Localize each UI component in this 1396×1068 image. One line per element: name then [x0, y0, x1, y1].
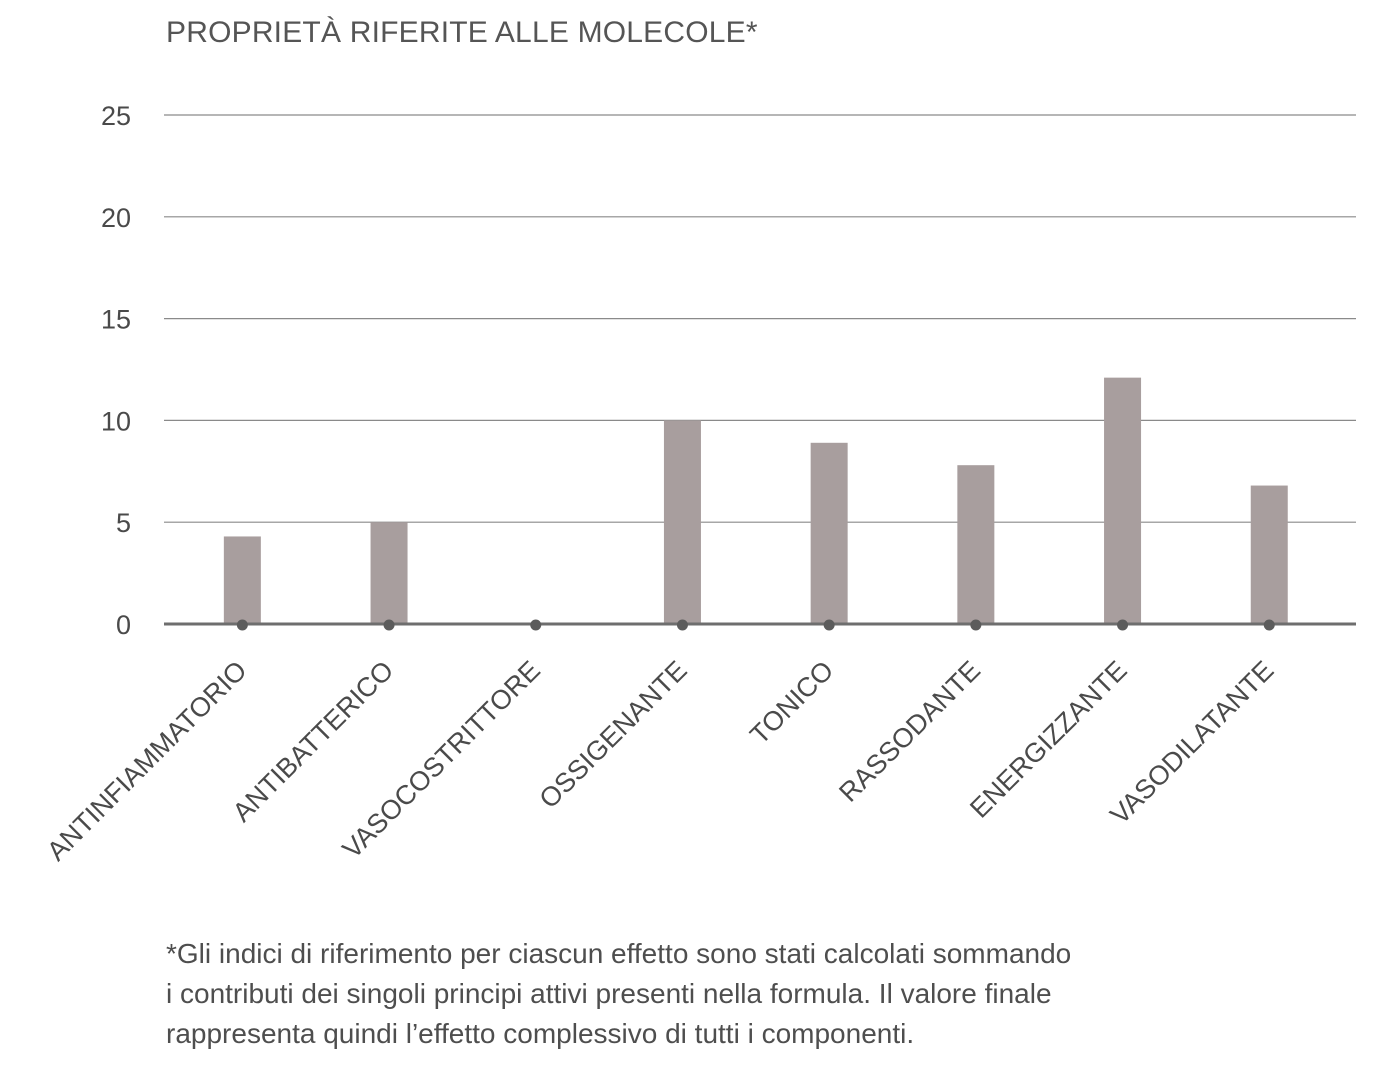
bar — [1104, 377, 1142, 624]
category-marker — [676, 619, 688, 631]
y-tick-label: 15 — [101, 305, 131, 335]
bar — [1250, 485, 1288, 624]
footnote-line: i contributi dei singoli principi attivi… — [166, 978, 1052, 1009]
category-marker — [236, 619, 248, 631]
category-marker — [970, 619, 982, 631]
bar — [810, 442, 848, 624]
y-tick-label: 0 — [116, 610, 131, 640]
y-tick-labels: 0 5 10 15 20 25 — [101, 101, 131, 640]
chart-title: PROPRIETÀ RIFERITE ALLE MOLECOLE* — [166, 16, 758, 49]
x-tick-label: VASODILATANTE — [1104, 655, 1279, 830]
category-marker — [383, 619, 395, 631]
footnote: *Gli indici di riferimento per ciascun e… — [166, 934, 1346, 1054]
y-tick-label: 5 — [116, 508, 131, 538]
category-marker — [1117, 619, 1129, 631]
bar-chart: 0 5 10 15 20 25 ANTINFIAMMATORIOANTIBATTERICO… — [41, 101, 1356, 866]
category-marker — [1263, 619, 1275, 631]
bar — [223, 536, 261, 624]
x-tick-label: ENERGIZZANTE — [964, 655, 1133, 824]
x-tick-label: TONICO — [744, 655, 839, 750]
y-tick-label: 25 — [101, 101, 131, 131]
category-marker — [530, 619, 542, 631]
category-markers — [236, 619, 1275, 631]
bar — [663, 420, 701, 624]
bar — [957, 465, 995, 624]
x-tick-label: OSSIGENANTE — [534, 655, 693, 814]
gridlines — [164, 114, 1356, 523]
x-tick-labels: ANTINFIAMMATORIOANTIBATTERICOVASOCOSTRIT… — [41, 655, 1279, 866]
x-tick-label: ANTIBATTERICO — [227, 655, 400, 828]
footnote-line: rappresenta quindi l’effetto complessivo… — [166, 1018, 915, 1049]
x-tick-label: RASSODANTE — [833, 655, 986, 808]
category-marker — [823, 619, 835, 631]
y-tick-label: 20 — [101, 203, 131, 233]
bars — [223, 377, 1288, 624]
bar — [370, 522, 408, 624]
x-tick-label: ANTINFIAMMATORIO — [41, 655, 252, 866]
y-tick-label: 10 — [101, 406, 131, 436]
footnote-line: *Gli indici di riferimento per ciascun e… — [166, 938, 1072, 969]
